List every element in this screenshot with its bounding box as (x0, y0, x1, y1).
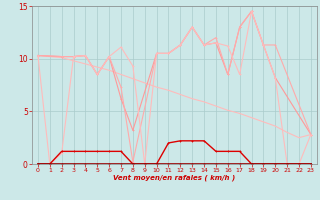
X-axis label: Vent moyen/en rafales ( km/h ): Vent moyen/en rafales ( km/h ) (113, 175, 236, 181)
